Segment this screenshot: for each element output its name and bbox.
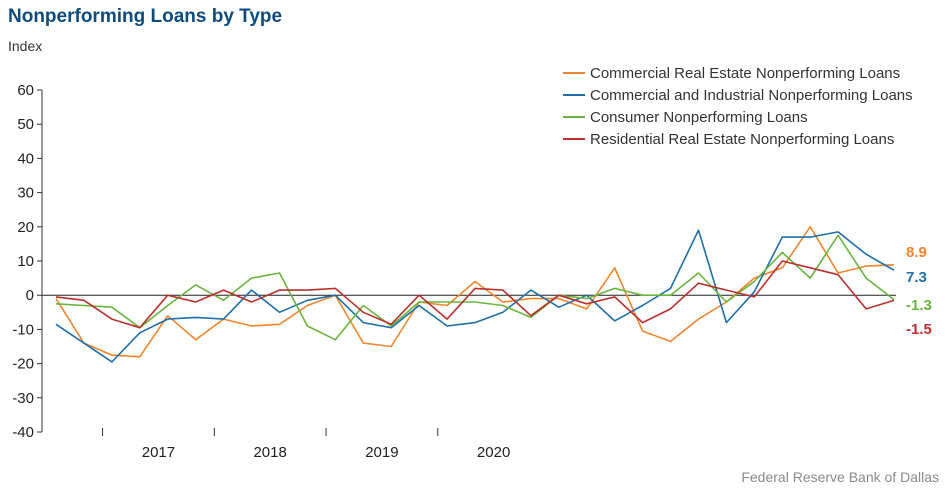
legend-label: Consumer Nonperforming Loans (590, 109, 808, 126)
legend-label: Commercial and Industrial Nonperforming … (590, 87, 913, 104)
y-tick-label: 40 (17, 150, 34, 167)
y-tick-label: -20 (12, 356, 34, 373)
end-value-label: -1.3 (906, 297, 932, 314)
y-tick-label: 60 (17, 82, 34, 99)
y-axis-label: Index (8, 38, 43, 54)
x-tick-label: 2020 (477, 444, 510, 461)
x-tick-label: 2018 (253, 444, 286, 461)
series-line-2 (55, 234, 895, 341)
source-note: Federal Reserve Bank of Dallas (741, 469, 939, 485)
y-tick-label: 0 (26, 287, 34, 304)
end-value-label: 8.9 (906, 244, 927, 261)
y-tick-label: 20 (17, 219, 34, 236)
series-line-3 (55, 260, 895, 329)
y-tick-label: -10 (12, 321, 34, 338)
series-line-1 (55, 229, 895, 363)
y-tick-label: -40 (12, 424, 34, 441)
series-line-0 (55, 226, 895, 358)
y-tick-label: -30 (12, 390, 34, 407)
end-value-label: -1.5 (906, 321, 932, 338)
y-tick-label: 50 (17, 116, 34, 133)
y-tick-label: 30 (17, 185, 34, 202)
legend-label: Commercial Real Estate Nonperforming Loa… (590, 65, 900, 82)
x-tick-label: 2019 (365, 444, 398, 461)
series-lines (55, 226, 895, 363)
end-value-label: 7.3 (906, 269, 927, 286)
end-labels: 8.9 7.3 -1.3 -1.5 (906, 244, 932, 338)
y-tick-label: 10 (17, 253, 34, 270)
axes: 60 50 40 30 20 10 0 -10 -20 -30 -40 2017 2018 2019 202… (12, 82, 896, 461)
chart-title: Nonperforming Loans by Type (8, 6, 283, 27)
legend: Commercial Real Estate Nonperforming Loa… (563, 65, 913, 148)
legend-label: Residential Real Estate Nonperforming Lo… (590, 131, 894, 148)
x-tick-label: 2017 (142, 444, 175, 461)
